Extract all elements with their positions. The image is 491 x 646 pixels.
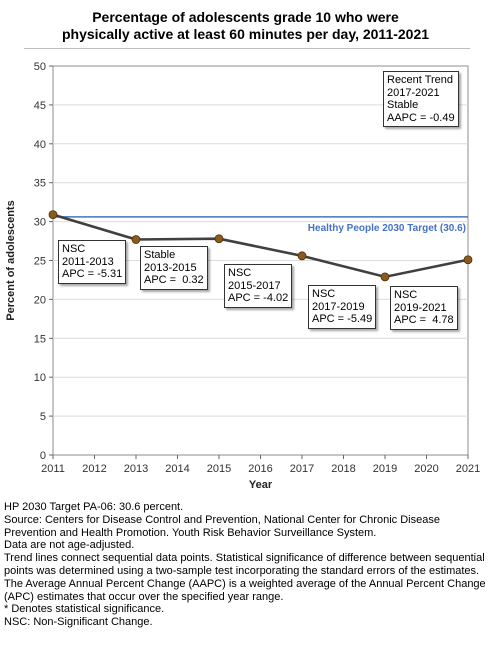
trend-line (52, 213, 469, 279)
x-tick-label: 2012 (82, 463, 106, 475)
x-tick-label: 2020 (414, 463, 438, 475)
x-tick-label: 2013 (124, 463, 148, 475)
segment-annotation-box: NSC 2011-2013 APC = -5.31 (58, 240, 127, 284)
y-tick-label: 5 (40, 411, 46, 423)
segment-annotation-box: NSC 2017-2019 APC = -5.49 (308, 285, 377, 329)
annotation-line: APC = 0.32 (144, 274, 204, 286)
y-axis-label: Percent of adolescents (5, 200, 17, 320)
segment-annotation-box: NSC 2019-2021 APC = 4.78 (390, 286, 458, 330)
x-tick-label: 2016 (248, 463, 272, 475)
x-tick-label: 2015 (207, 463, 231, 475)
y-tick-label: 20 (34, 294, 46, 306)
y-tick-label: 0 (40, 450, 46, 462)
annotation-line: APC = 4.78 (394, 314, 454, 326)
x-tick-label: 2011 (41, 463, 65, 475)
data-point (131, 235, 141, 244)
annotation-line: APC = -5.31 (62, 268, 123, 280)
annotation-line: NSC (312, 288, 336, 300)
segment-annotation-box: Stable 2013-2015 APC = 0.32 (140, 246, 208, 290)
annotation-line: APC = -4.02 (228, 292, 289, 304)
data-point (48, 210, 58, 219)
y-tick-label: 25 (34, 256, 46, 268)
data-point (214, 234, 224, 244)
footnote-line: HP 2030 Target PA-06: 30.6 percent. (4, 501, 184, 513)
y-tick-label: 40 (34, 139, 46, 151)
data-point (297, 251, 307, 261)
annotation-line: Stable (387, 99, 419, 111)
y-tick-label: 10 (34, 372, 46, 384)
footnote-line: Source: Centers for Disease Control and … (4, 513, 440, 539)
x-tick-label: 2019 (373, 463, 397, 475)
annotation-line: AAPC = -0.49 (387, 111, 455, 124)
annotation-line: 2015-2017 (228, 279, 281, 292)
x-tick-label: 2017 (290, 463, 314, 475)
chart-title: Percentage of adolescents grade 10 who w… (0, 9, 491, 43)
annotation-line: 2017-2021 (387, 86, 440, 99)
footnote-line: The Average Annual Percent Change (AAPC)… (4, 577, 486, 603)
annotation-line: Stable (144, 249, 176, 261)
footnote-line: Trend lines connect sequential data poin… (4, 552, 485, 577)
x-tick-label: 2018 (331, 463, 355, 475)
footnote-line: Data are not age-adjusted. (4, 539, 135, 552)
annotation-line: 2019-2021 (394, 301, 447, 314)
chart-title-line-1: Percentage of adolescents grade 10 who w… (92, 9, 399, 25)
target-label: Healthy People 2030 Target (30.6) (308, 223, 466, 234)
x-tick-label: 2014 (165, 463, 189, 475)
x-axis-label: Year (249, 479, 273, 491)
y-tick-label: 50 (34, 61, 46, 73)
y-tick-label: 30 (34, 217, 46, 229)
annotation-line: NSC (394, 289, 418, 301)
chart-title-line-2: physically active at least 60 minutes pe… (61, 26, 430, 42)
annotation-line: NSC (62, 243, 86, 255)
y-tick-label: 35 (34, 178, 46, 190)
annotation-line: 2017-2019 (312, 300, 365, 313)
data-point (463, 255, 473, 265)
annotation-line: 2011-2013 (62, 255, 114, 268)
recent-trend-box: Recent Trend 2017-2021 Stable AAPC = -0.49 (383, 71, 459, 127)
footnote-line: * Denotes statistical significance. (4, 603, 165, 616)
segment-annotation-box: NSC 2015-2017 APC = -4.02 (224, 264, 293, 308)
footnote-line: NSC: Non-Significant Change. (4, 616, 153, 629)
footnotes: HP 2030 Target PA-06: 30.6 percent. Sourc… (4, 501, 488, 629)
annotation-line: NSC (228, 267, 252, 279)
x-tick-label: 2021 (456, 463, 480, 475)
annotation-line: APC = -5.49 (312, 313, 373, 325)
annotation-line: Recent Trend (387, 74, 454, 86)
data-point (380, 272, 390, 282)
title-divider (24, 48, 470, 49)
y-tick-label: 45 (34, 100, 46, 112)
annotation-line: 2013-2015 (144, 261, 197, 274)
y-tick-label: 15 (34, 333, 46, 345)
